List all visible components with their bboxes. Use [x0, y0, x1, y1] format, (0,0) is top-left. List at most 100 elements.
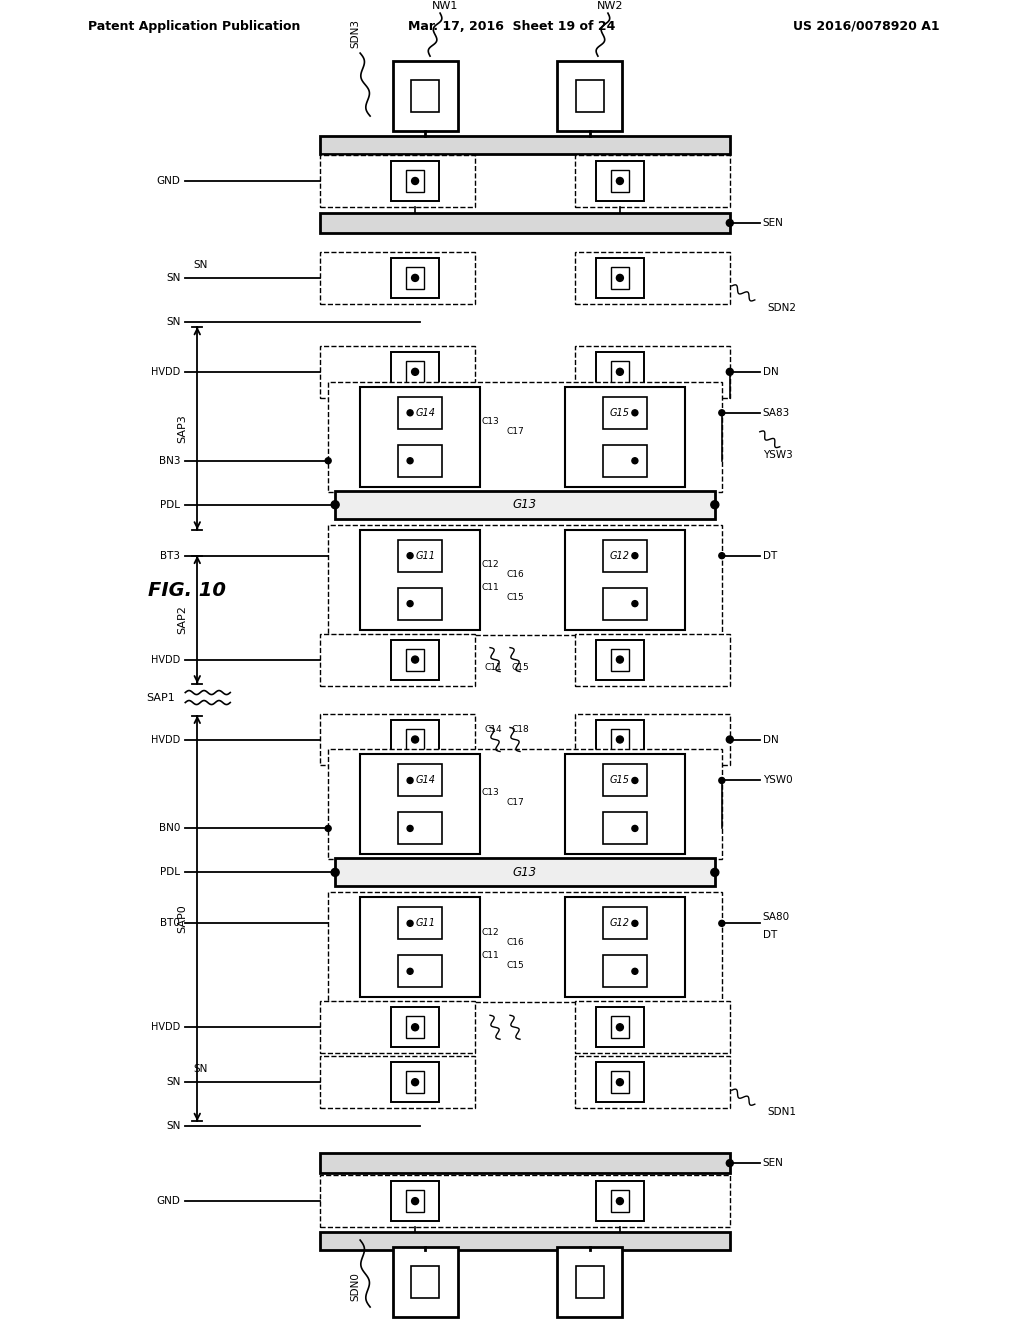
Circle shape — [632, 601, 638, 607]
Circle shape — [616, 737, 624, 743]
Text: SA83: SA83 — [763, 408, 791, 418]
Circle shape — [632, 777, 638, 784]
Bar — [391, 719, 439, 759]
Text: BN3: BN3 — [159, 455, 180, 466]
Circle shape — [632, 825, 638, 832]
Text: G11: G11 — [415, 919, 435, 928]
Text: HVDD: HVDD — [151, 734, 180, 744]
Text: SEN: SEN — [763, 218, 783, 228]
Bar — [335, 491, 715, 519]
Text: SEN: SEN — [763, 1158, 783, 1168]
Text: G11: G11 — [415, 550, 435, 561]
Bar — [321, 1154, 730, 1173]
Bar — [321, 1002, 475, 1053]
Text: SAP0: SAP0 — [177, 904, 187, 933]
Bar — [611, 267, 629, 289]
Bar — [603, 956, 647, 987]
Bar — [398, 445, 442, 477]
Bar — [360, 387, 480, 487]
Circle shape — [412, 1024, 419, 1031]
Circle shape — [408, 458, 413, 463]
Circle shape — [726, 368, 733, 375]
Bar — [596, 1063, 644, 1102]
Circle shape — [726, 219, 733, 227]
Bar — [398, 397, 442, 429]
Bar — [565, 898, 685, 998]
Bar — [328, 524, 722, 635]
Circle shape — [412, 1197, 419, 1205]
Bar — [335, 858, 715, 886]
Text: SDN2: SDN2 — [768, 302, 797, 313]
Text: SN: SN — [166, 273, 180, 282]
Bar — [574, 1056, 730, 1109]
Text: PDL: PDL — [161, 867, 180, 878]
Text: SN: SN — [166, 1121, 180, 1131]
Circle shape — [616, 1197, 624, 1205]
Bar — [391, 1063, 439, 1102]
Bar — [611, 729, 629, 751]
Bar — [407, 729, 424, 751]
Circle shape — [412, 656, 419, 663]
Bar — [321, 714, 475, 766]
Text: C16: C16 — [506, 937, 524, 946]
Circle shape — [632, 553, 638, 558]
Circle shape — [408, 969, 413, 974]
Circle shape — [616, 1024, 624, 1031]
Circle shape — [326, 825, 331, 832]
Bar — [557, 61, 623, 131]
Text: SN: SN — [166, 317, 180, 327]
Text: DN: DN — [763, 734, 778, 744]
Text: Mar. 17, 2016  Sheet 19 of 24: Mar. 17, 2016 Sheet 19 of 24 — [409, 20, 615, 33]
Text: C12: C12 — [481, 928, 499, 937]
Bar — [392, 1247, 458, 1317]
Bar — [321, 213, 730, 232]
Bar — [360, 755, 480, 854]
Text: C11: C11 — [481, 950, 499, 960]
Bar — [407, 360, 424, 383]
Circle shape — [726, 737, 733, 743]
Bar — [611, 648, 629, 671]
Circle shape — [719, 409, 725, 416]
Text: DT: DT — [763, 550, 777, 561]
Text: HVDD: HVDD — [151, 1022, 180, 1032]
Circle shape — [726, 1160, 733, 1167]
Text: SA80: SA80 — [763, 912, 790, 923]
Text: C14: C14 — [484, 725, 502, 734]
Text: G14: G14 — [415, 408, 435, 418]
Bar — [603, 445, 647, 477]
Circle shape — [408, 601, 413, 607]
Circle shape — [632, 920, 638, 927]
Bar — [407, 648, 424, 671]
Bar — [596, 161, 644, 201]
Text: YSW0: YSW0 — [763, 775, 793, 785]
Text: FIG. 10: FIG. 10 — [148, 581, 226, 601]
Bar — [407, 1191, 424, 1212]
Bar — [407, 170, 424, 191]
Text: HVDD: HVDD — [151, 367, 180, 376]
Text: GND: GND — [157, 176, 180, 186]
Circle shape — [616, 368, 624, 375]
Bar — [574, 714, 730, 766]
Text: G12: G12 — [610, 550, 630, 561]
Bar — [611, 1072, 629, 1093]
Circle shape — [412, 177, 419, 185]
Circle shape — [326, 458, 331, 463]
Circle shape — [408, 553, 413, 558]
Bar — [398, 956, 442, 987]
Bar — [596, 257, 644, 298]
Bar — [596, 719, 644, 759]
Bar — [398, 540, 442, 572]
Bar — [407, 267, 424, 289]
Circle shape — [412, 275, 419, 281]
Bar — [411, 81, 439, 112]
Text: BN0: BN0 — [159, 824, 180, 833]
Circle shape — [331, 500, 339, 508]
Text: G12: G12 — [610, 919, 630, 928]
Bar — [391, 640, 439, 680]
Bar — [398, 812, 442, 845]
Bar — [596, 1181, 644, 1221]
Bar — [321, 346, 475, 397]
Circle shape — [632, 409, 638, 416]
Bar — [391, 1007, 439, 1047]
Bar — [611, 1016, 629, 1039]
